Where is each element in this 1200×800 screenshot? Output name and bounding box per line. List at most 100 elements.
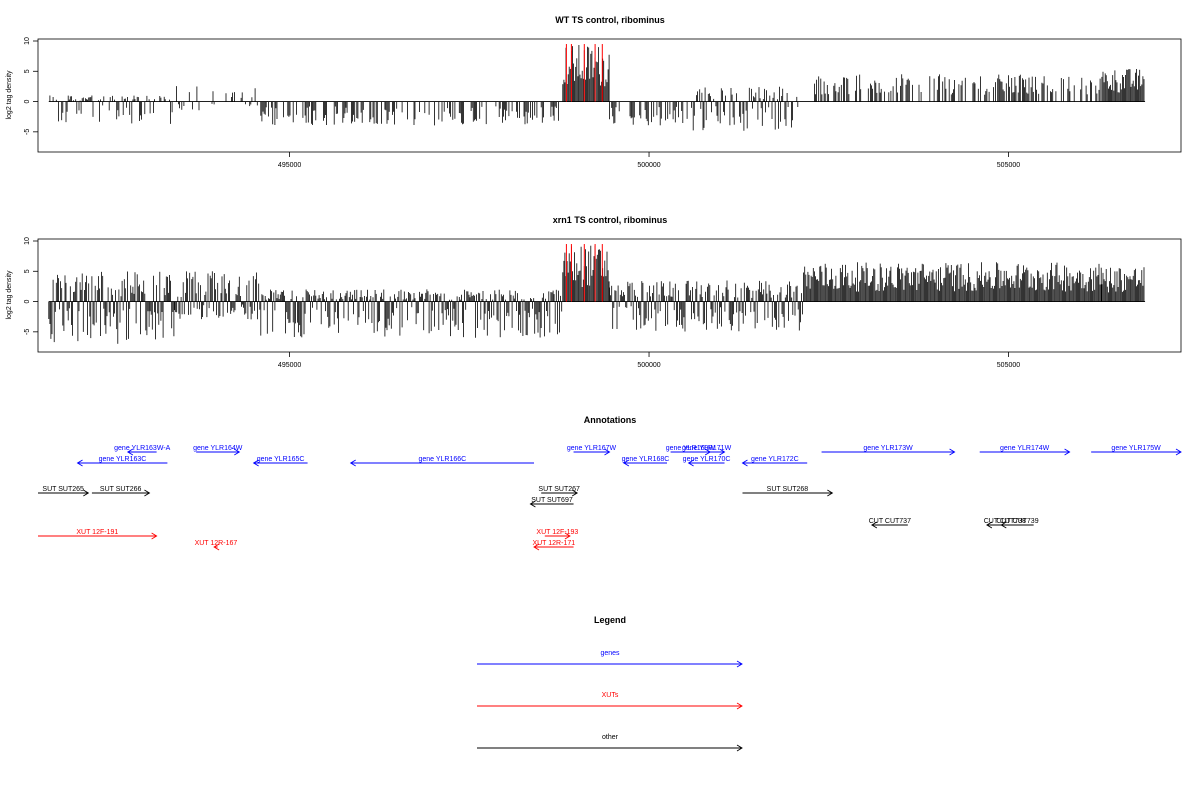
- panel-xrn1-ylabel: log2 tag density: [6, 270, 13, 320]
- annotation-feature: SUT SUT268: [742, 486, 834, 497]
- annotation-feature: gene YLR175W: [1091, 445, 1182, 456]
- panel-wt-xtick-label: 500000: [637, 162, 660, 169]
- legend-item: XUTs: [477, 692, 743, 710]
- annotation-feature: gene YLR166C: [349, 456, 535, 467]
- panel-xrn1-ytick-label: -5: [24, 329, 31, 335]
- annotation-features: gene YLR163W-A gene YLR163C gene YLR164W ge…: [38, 445, 1182, 551]
- annotation-label: XUT 12F-191: [76, 529, 118, 536]
- annotation-feature: gene YLR173W: [821, 445, 956, 456]
- annotation-label: gene YLR164W: [193, 445, 243, 452]
- legend-item-label: genes: [600, 650, 620, 657]
- annotation-feature: XUT 12R-171: [532, 540, 575, 551]
- annotation-label: gene YLR168C: [622, 456, 670, 463]
- annotation-label: gene YLR166C: [418, 456, 466, 463]
- annotation-feature: gene YLR165C: [252, 456, 308, 467]
- annotation-feature: SUT SUT266: [91, 486, 151, 497]
- annotation-feature: gene YLR170C: [683, 456, 731, 467]
- annotation-feature: SUT SUT267: [538, 486, 580, 497]
- annotation-label: XUT 12F-193: [536, 529, 578, 536]
- annotation-label: gene YLR172C: [751, 456, 799, 463]
- annotation-label: SUT SUT267: [538, 486, 580, 493]
- annotation-feature: gene YLR168C: [622, 456, 670, 467]
- annotation-label: CUT CUT737: [869, 518, 911, 525]
- annotation-label: gene YLR165C: [257, 456, 305, 463]
- annotation-feature: gene YLR163C: [76, 456, 168, 467]
- annotation-label: SUT SUT265: [42, 486, 84, 493]
- annotations-title: Annotations: [584, 415, 637, 425]
- annotation-arrowhead: [949, 448, 956, 456]
- annotation-feature: SUT SUT697: [529, 497, 574, 508]
- panel-wt-ytick-label: 5: [24, 69, 31, 73]
- annotation-feature: CUT CUT737: [869, 518, 911, 529]
- annotation-label: XUT 12R-171: [532, 540, 575, 547]
- annotation-arrowhead: [986, 521, 993, 529]
- annotation-arrowhead: [1000, 521, 1007, 529]
- panel-wt: WT TS control, ribominus -5 0 5 10 495000 500…: [6, 15, 1182, 169]
- annotation-label: gene YLR173W: [863, 445, 913, 452]
- annotation-arrowhead: [529, 500, 536, 508]
- annotation-label: gene YLR170C: [683, 456, 731, 463]
- annotation-arrowhead: [213, 543, 220, 551]
- annotation-label: gene YLR163C: [99, 456, 147, 463]
- annotation-feature: SUT SUT265: [38, 486, 90, 497]
- annotation-label: XUT 12R-167: [195, 540, 238, 547]
- annotation-arrowhead: [571, 489, 579, 497]
- annotation-feature: gene YLR164W: [193, 445, 243, 456]
- annotation-arrowhead: [144, 489, 151, 497]
- annotation-arrowhead: [564, 532, 571, 540]
- panel-wt-xtick-label: 495000: [278, 162, 301, 169]
- panel-wt-ylabel: log2 tag density: [6, 70, 13, 120]
- panel-xrn1-ytick-label: 10: [24, 237, 31, 245]
- panel-xrn1-bars: [48, 244, 1146, 344]
- annotation-label: gene YLR169W: [666, 445, 716, 452]
- legend-item-arrowhead: [736, 702, 743, 710]
- panel-xrn1-ytick-label: 0: [24, 300, 31, 304]
- annotation-arrowhead: [349, 459, 356, 467]
- annotation-arrowhead: [1175, 448, 1182, 456]
- panel-wt-plot-frame: [37, 38, 1182, 153]
- annotation-feature: XUT 12R-167: [195, 540, 238, 551]
- annotation-arrowhead: [623, 459, 630, 467]
- annotation-arrowhead: [827, 489, 834, 497]
- annotation-arrowhead: [83, 489, 90, 497]
- annotation-feature: gene YLR163W-A: [114, 445, 171, 456]
- panel-xrn1: xrn1 TS control, ribominus -5 0 5 10 495000 5…: [6, 215, 1182, 369]
- annotation-label: gene YLR163W-A: [114, 445, 170, 452]
- panel-wt-xtick-label: 505000: [997, 162, 1020, 169]
- annotation-arrowhead: [252, 459, 259, 467]
- annotation-arrowhead: [151, 532, 158, 540]
- panel-xrn1-xtick-label: 495000: [278, 362, 301, 369]
- panel-wt-title: WT TS control, ribominus: [555, 15, 665, 25]
- annotation-label: SUT SUT268: [767, 486, 809, 493]
- legend-item-label: other: [602, 734, 619, 741]
- legend-item-label: XUTs: [602, 692, 619, 699]
- annotation-feature: CUT CUT739: [996, 518, 1039, 529]
- legend-title: Legend: [594, 615, 626, 625]
- annotation-arrowhead: [533, 543, 540, 551]
- annotation-label: gene YLR174W: [1000, 445, 1050, 452]
- annotation-arrowhead: [741, 459, 748, 467]
- annotation-label: gene YLR175W: [1111, 445, 1161, 452]
- annotation-label: gene YLR171W: [682, 445, 732, 452]
- annotation-arrowhead: [126, 448, 134, 456]
- annotation-feature: XUT 12F-193: [536, 529, 578, 540]
- panel-xrn1-xtick-label: 505000: [997, 362, 1020, 369]
- legend-panel: Legend genes XUTs other: [477, 615, 743, 752]
- panel-wt-bars: [48, 44, 1146, 131]
- annotation-arrowhead: [234, 448, 241, 456]
- annotation-label: SUT SUT266: [100, 486, 142, 493]
- annotation-arrowhead: [604, 448, 611, 456]
- annotation-label: gene YLR167W: [567, 445, 617, 452]
- annotation-arrowhead: [719, 448, 726, 456]
- panel-xrn1-xtick-label: 500000: [637, 362, 660, 369]
- annotation-arrowhead: [871, 521, 878, 529]
- panel-xrn1-plot-frame: [37, 238, 1182, 353]
- annotation-feature: gene YLR167W: [567, 445, 617, 456]
- legend-items: genes XUTs other: [477, 650, 743, 752]
- panel-wt-axes: -5 0 5 10 495000 500000 505000: [24, 37, 1020, 169]
- annotation-feature: gene YLR171W: [682, 445, 732, 456]
- panel-wt-ytick-label: -5: [24, 129, 31, 135]
- panel-wt-ytick-label: 10: [24, 37, 31, 45]
- panel-xrn1-title: xrn1 TS control, ribominus: [553, 215, 668, 225]
